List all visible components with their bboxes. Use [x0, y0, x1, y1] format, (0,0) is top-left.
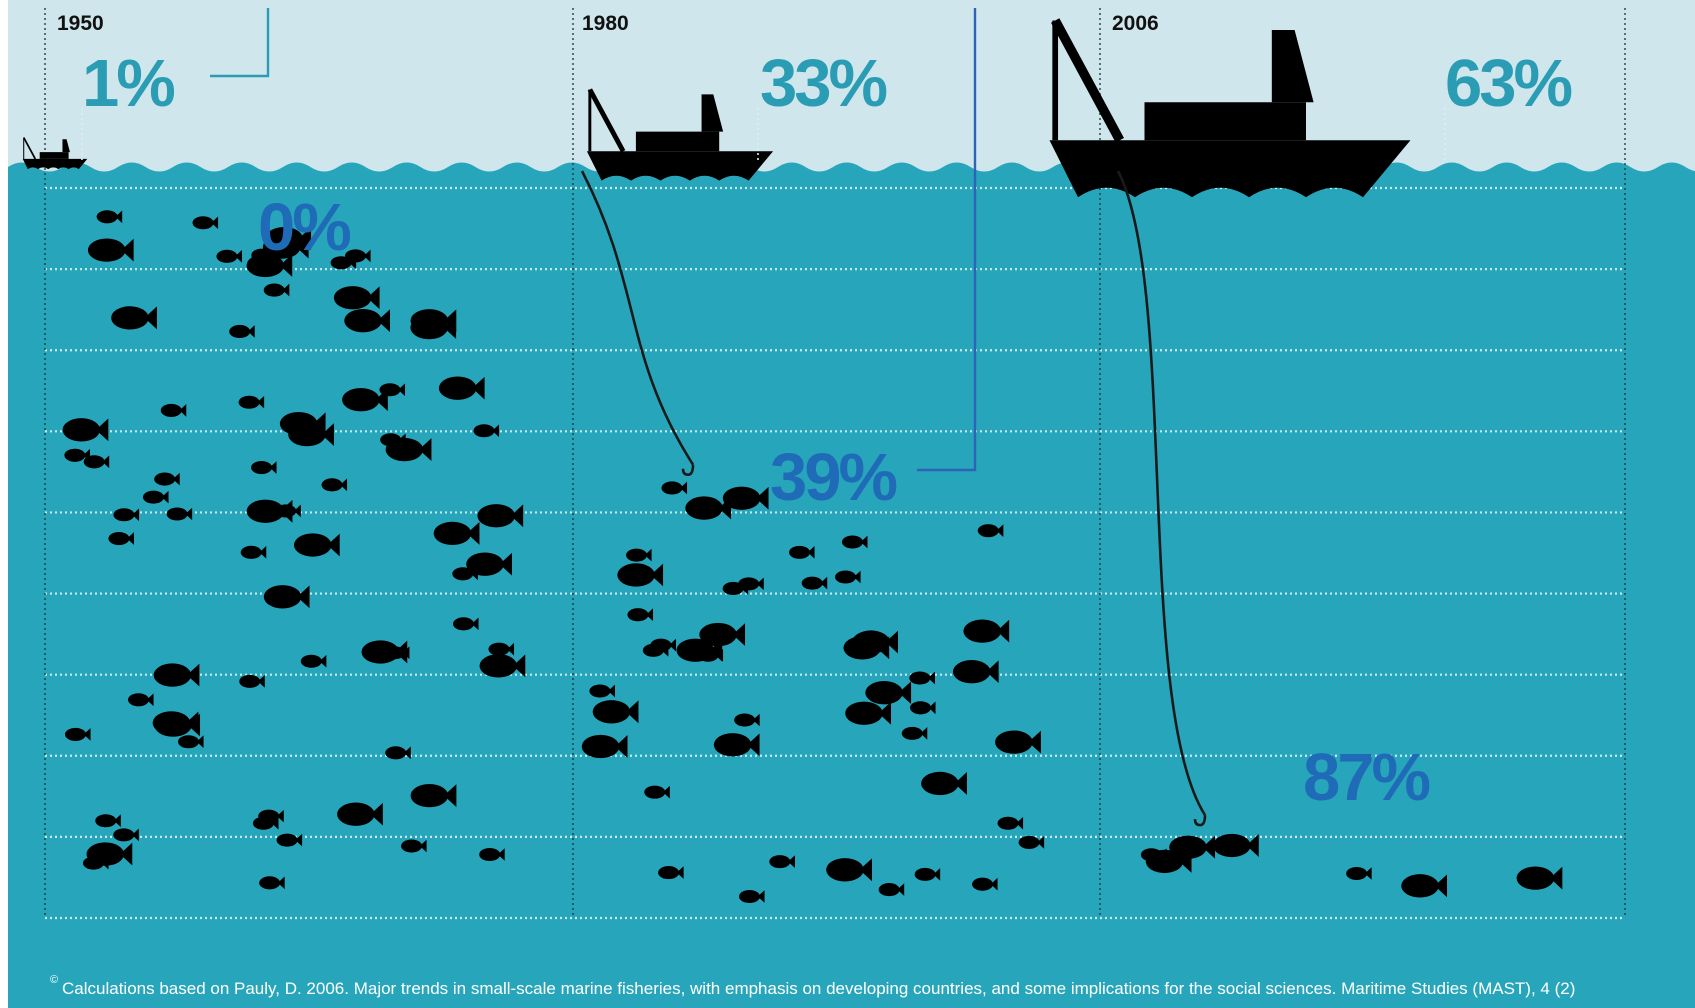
fishing-line-1980 — [580, 170, 695, 466]
boat-percent-label: 1% — [82, 46, 174, 121]
left-margin — [0, 0, 8, 1008]
leader-line — [917, 8, 977, 472]
depth-percent-label: 0% — [258, 190, 350, 265]
year-label: 2006 — [1112, 12, 1159, 35]
boat-hull — [586, 151, 774, 181]
boat-percent-label: 63% — [1445, 46, 1572, 121]
fishing-line-2006 — [1116, 170, 1207, 816]
boat-cabin — [635, 131, 720, 152]
boat-hull — [22, 158, 88, 170]
footnote-text: Calculations based on Pauly, D. 2006. Ma… — [62, 979, 1575, 998]
depth-percent-label: 39% — [770, 440, 897, 515]
boat-1950-icon — [22, 137, 88, 170]
boat-mast — [62, 139, 70, 153]
boat-boom — [1051, 18, 1124, 143]
boat-mast — [1271, 29, 1314, 103]
boat-1980-icon — [586, 88, 774, 181]
boat-boom — [587, 88, 626, 153]
hook-icon — [681, 464, 695, 477]
sky-background — [8, 0, 1695, 175]
boat-percent-label: 33% — [760, 46, 887, 121]
boat-mast — [701, 94, 724, 132]
boat-cabin — [1144, 102, 1306, 141]
boat-hull — [1049, 140, 1411, 198]
depth-percent-label: 87% — [1303, 740, 1430, 815]
boat-boom — [22, 137, 37, 160]
year-label: 1980 — [582, 12, 629, 35]
boat-2006-icon — [1049, 18, 1411, 198]
hook-icon — [1193, 815, 1207, 827]
leader-line — [210, 8, 270, 78]
footnote-marker: © — [50, 974, 58, 986]
year-label: 1950 — [57, 12, 104, 35]
boat-cabin — [39, 152, 69, 159]
